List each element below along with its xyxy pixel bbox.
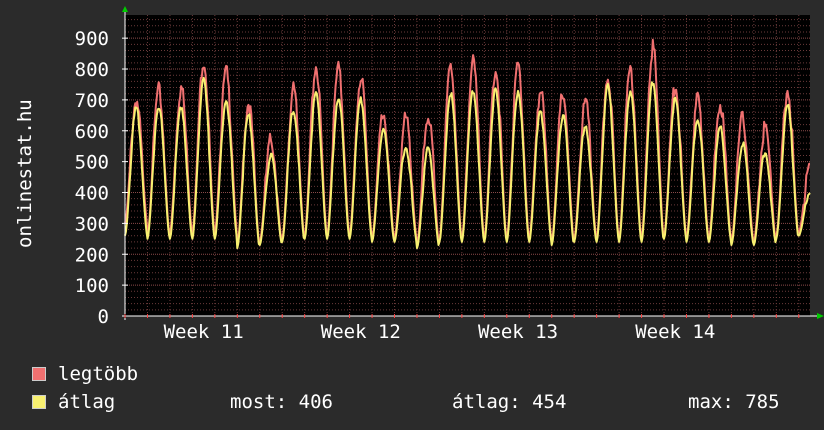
- series: [124, 38, 811, 250]
- y-tick-label: 400: [75, 183, 109, 205]
- x-tick-label: Week 11: [164, 321, 244, 343]
- x-tick-labels: Week 11 Week 12 Week 13 Week 14: [164, 321, 716, 343]
- y-tick-label: 500: [75, 152, 109, 174]
- axes: [122, 6, 824, 320]
- grid: [124, 15, 810, 316]
- y-tick-labels: 0 100 200 300 400 500 600 700 800 900: [75, 28, 109, 328]
- y-tick-label: 0: [98, 306, 109, 328]
- y-tick-label: 900: [75, 28, 109, 50]
- y-tick-label: 100: [75, 275, 109, 297]
- series-line-atlag: [124, 76, 811, 250]
- stat-current: most: 406: [230, 391, 333, 413]
- y-tick-label: 800: [75, 59, 109, 81]
- legend-item-atlag: átlag: [32, 391, 115, 413]
- legend-swatch-atlag: [32, 395, 46, 409]
- y-tick-label: 600: [75, 121, 109, 143]
- x-tick-label: Week 13: [478, 321, 558, 343]
- y-tick-label: 300: [75, 213, 109, 235]
- stat-max: max: 785: [688, 391, 780, 413]
- y-tick-label: 200: [75, 244, 109, 266]
- legend-swatch-legtobb: [32, 367, 46, 381]
- x-tick-label: Week 14: [635, 321, 715, 343]
- legend-label-atlag: átlag: [58, 391, 116, 413]
- y-tick-label: 700: [75, 90, 109, 112]
- y-axis-title: onlinestat.hu: [14, 99, 36, 248]
- x-axis-arrow-icon: [817, 313, 824, 319]
- legend-label-legtobb: legtöbb: [58, 363, 139, 385]
- legend-item-legtobb: legtöbb: [32, 363, 138, 385]
- stat-average: átlag: 454: [452, 391, 567, 413]
- y-axis-arrow-icon: [122, 6, 128, 12]
- x-tick-label: Week 12: [321, 321, 401, 343]
